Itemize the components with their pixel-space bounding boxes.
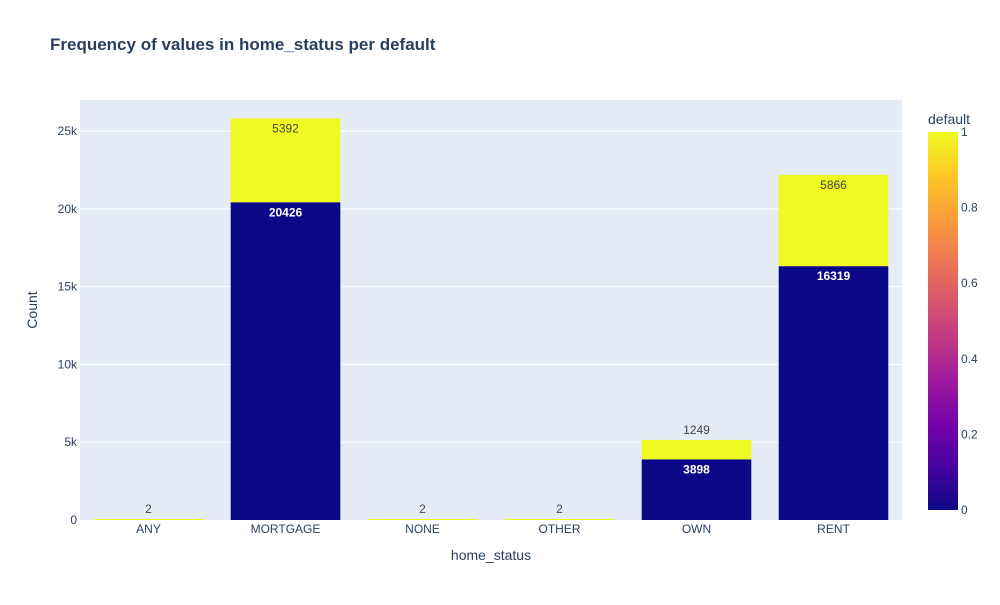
bar-value-label: 2 — [145, 502, 152, 516]
x-tick-label: ANY — [136, 522, 161, 536]
y-tick-label: 25k — [58, 124, 78, 138]
y-axis-title: Count — [24, 291, 40, 328]
bar-none-default-1 — [367, 519, 478, 520]
y-tick-label: 0 — [70, 513, 77, 527]
colorbar-tick-label: 0.4 — [961, 352, 978, 366]
plot-area — [80, 100, 902, 520]
bar-mortgage-default-1 — [230, 118, 341, 203]
bar-value-label: 20426 — [269, 205, 303, 219]
colorbar-ticks: 0 0.2 0.4 0.6 0.8 1 — [961, 125, 978, 517]
x-tick-label: NONE — [405, 522, 440, 536]
x-axis-title: home_status — [451, 547, 531, 563]
bar-value-label: 16319 — [817, 269, 851, 283]
colorbar-tick-label: 0 — [961, 503, 968, 517]
colorbar-title: default — [928, 111, 970, 127]
bar-value-label: 3898 — [683, 462, 710, 476]
bar-value-label: 2 — [419, 502, 426, 516]
bar-own-default-0 — [641, 459, 752, 520]
bar-rent-default-1 — [778, 174, 889, 267]
y-tick-label: 10k — [58, 357, 78, 371]
y-axis-ticks: 0 5k 10k 15k 20k 25k — [58, 124, 78, 527]
chart-title: Frequency of values in home_status per d… — [50, 35, 436, 54]
bar-labels: 2 20426 5392 2 2 3898 1249 16319 5866 — [145, 121, 850, 516]
y-tick-label: 20k — [58, 202, 78, 216]
x-tick-label: OWN — [682, 522, 711, 536]
bars — [93, 118, 889, 521]
bar-value-label: 5866 — [820, 178, 847, 192]
x-tick-label: MORTGAGE — [251, 522, 321, 536]
x-axis-ticks: ANY MORTGAGE NONE OTHER OWN RENT — [136, 522, 850, 536]
y-tick-label: 5k — [64, 435, 78, 449]
bar-mortgage-default-0 — [230, 202, 341, 521]
colorbar-tick-label: 1 — [961, 125, 968, 139]
x-tick-label: RENT — [817, 522, 850, 536]
bar-rent-default-0 — [778, 266, 889, 520]
x-tick-label: OTHER — [539, 522, 581, 536]
gridlines — [80, 130, 902, 443]
colorbar-tick-label: 0.6 — [961, 276, 978, 290]
bar-value-label: 5392 — [272, 121, 299, 135]
bar-any-default-1 — [93, 519, 204, 520]
bar-own-default-1 — [641, 439, 752, 460]
bar-other-default-1 — [504, 519, 615, 520]
colorbar-tick-label: 0.2 — [961, 427, 978, 441]
bar-value-label: 2 — [556, 502, 563, 516]
y-tick-label: 15k — [58, 280, 78, 294]
colorbar-tick-label: 0.8 — [961, 201, 978, 215]
colorbar — [928, 132, 958, 510]
bar-value-label: 1249 — [683, 423, 710, 437]
